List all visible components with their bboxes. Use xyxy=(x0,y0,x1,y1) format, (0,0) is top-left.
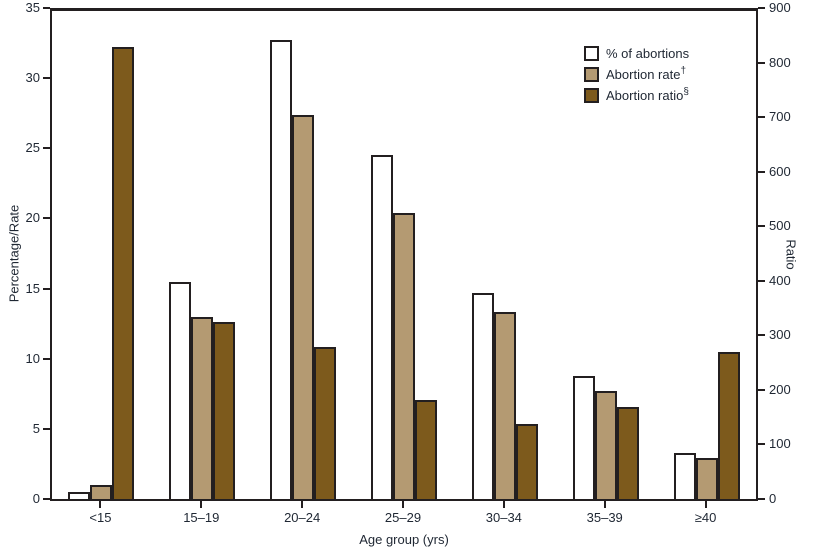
bar-series1-35–39 xyxy=(572,375,595,501)
bar-series2-≥40 xyxy=(695,458,718,501)
bar-series2-20–24 xyxy=(292,114,315,501)
x-axis-title: Age group (yrs) xyxy=(359,532,449,547)
left-axis-tick-label: 15 xyxy=(25,280,40,296)
left-axis-tick xyxy=(43,357,50,360)
left-axis-tick-label: 10 xyxy=(25,350,40,366)
right-axis-tick-label: 800 xyxy=(769,54,791,70)
right-axis-tick xyxy=(758,334,765,337)
y-axis-left-line xyxy=(50,8,52,501)
bar-series3-20–24 xyxy=(314,347,337,501)
right-axis-tick xyxy=(758,7,765,9)
x-axis-tick xyxy=(99,501,102,508)
right-axis-tick-label: 900 xyxy=(769,0,791,15)
x-axis-tick-label: 15–19 xyxy=(183,510,220,525)
bar-series3-≥40 xyxy=(717,352,740,501)
legend-item-2: Abortion rate† xyxy=(584,65,689,82)
legend-item-3: Abortion ratio§ xyxy=(584,86,689,103)
right-axis-tick-label: 700 xyxy=(769,109,791,125)
bar-series1-≥40 xyxy=(673,452,696,501)
right-axis-tick xyxy=(758,279,765,282)
x-axis-tick-label: 30–34 xyxy=(485,510,522,525)
legend-swatch-icon xyxy=(584,67,599,82)
bar-series3-15–19 xyxy=(213,321,236,501)
bar-series3-30–34 xyxy=(515,424,538,501)
x-axis-tick xyxy=(200,501,203,508)
right-axis-tick xyxy=(758,170,765,173)
bar-series2-<15 xyxy=(90,484,113,501)
legend-swatch-icon xyxy=(584,46,599,61)
right-axis-tick-label: 200 xyxy=(769,381,791,397)
bar-series1-15–19 xyxy=(169,281,192,501)
left-axis-tick-label: 35 xyxy=(25,0,40,15)
right-axis-tick xyxy=(758,443,765,446)
left-axis-tick xyxy=(43,498,50,500)
left-axis-tick xyxy=(43,217,50,220)
bar-series3-<15 xyxy=(112,47,135,501)
right-axis-tick xyxy=(758,498,765,500)
legend-label: Abortion ratio§ xyxy=(606,86,689,103)
x-axis-tick-label: 35–39 xyxy=(586,510,623,525)
left-axis-tick xyxy=(43,7,50,9)
x-axis-tick xyxy=(402,501,404,508)
left-axis-tick xyxy=(43,427,50,430)
right-axis-tick-label: 300 xyxy=(769,327,791,343)
left-axis-tick xyxy=(43,287,50,290)
left-axis-tick xyxy=(43,147,50,150)
legend: % of abortions Abortion rate† Abortion rat… xyxy=(584,46,689,109)
x-axis-tick-label: ≥40 xyxy=(694,510,717,525)
left-axis-tick-label: 25 xyxy=(25,140,40,156)
right-axis-tick-label: 500 xyxy=(769,218,791,234)
bar-series1-<15 xyxy=(68,491,91,501)
right-axis-tick xyxy=(758,61,765,64)
legend-item-1: % of abortions xyxy=(584,46,689,61)
legend-label: Abortion rate† xyxy=(606,65,686,82)
x-axis-tick-label: <15 xyxy=(89,510,112,525)
legend-swatch-icon xyxy=(584,88,599,103)
left-axis-tick xyxy=(43,77,50,80)
right-axis-tick-label: 400 xyxy=(769,272,791,288)
plot-top-border xyxy=(50,8,758,11)
legend-label: % of abortions xyxy=(606,46,690,61)
y-axis-right-line xyxy=(756,8,758,501)
x-axis-tick xyxy=(704,501,707,508)
x-axis-tick xyxy=(502,501,505,508)
x-axis-tick xyxy=(301,501,304,508)
right-axis-tick-label: 0 xyxy=(769,491,777,506)
bar-series1-30–34 xyxy=(471,292,494,501)
left-axis-tick-label: 30 xyxy=(25,70,40,86)
bar-series1-20–24 xyxy=(270,40,293,501)
left-axis-tick-label: 5 xyxy=(32,420,40,436)
right-axis-tick-label: 600 xyxy=(769,163,791,179)
bar-series2-35–39 xyxy=(594,390,617,501)
bar-series3-35–39 xyxy=(616,406,639,501)
right-axis-tick-label: 100 xyxy=(769,436,791,452)
right-axis-tick xyxy=(758,225,765,228)
bar-series2-25–29 xyxy=(393,212,415,501)
x-axis-tick-label: 25–29 xyxy=(384,510,422,525)
bar-series2-30–34 xyxy=(493,312,516,501)
x-axis-tick xyxy=(603,501,606,508)
right-axis-tick xyxy=(758,388,765,391)
left-axis-tick-label: 0 xyxy=(32,491,40,506)
right-axis-tick xyxy=(758,116,765,119)
bar-series1-25–29 xyxy=(371,155,393,501)
bar-series2-15–19 xyxy=(191,316,214,501)
bar-series3-25–29 xyxy=(415,400,437,501)
left-axis-tick-label: 20 xyxy=(25,210,40,226)
x-axis-tick-label: 20–24 xyxy=(284,510,321,525)
